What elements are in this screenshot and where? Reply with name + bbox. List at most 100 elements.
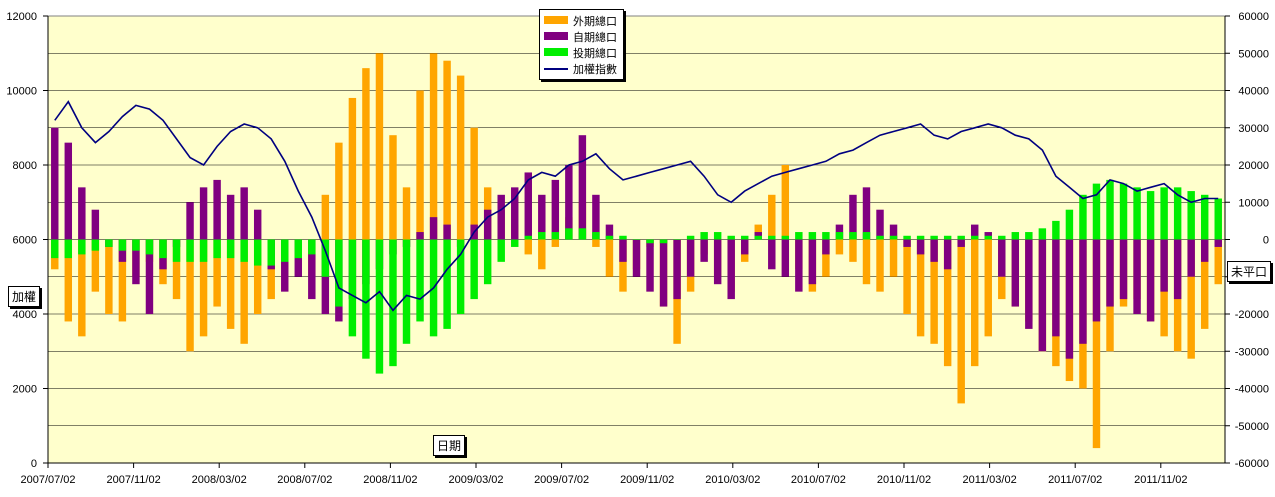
bar-foreign bbox=[226, 239, 235, 329]
bar-trust bbox=[998, 235, 1006, 240]
bar-trust bbox=[768, 235, 776, 240]
y-left-tick-label: 12000 bbox=[6, 11, 37, 23]
bar-foreign bbox=[849, 239, 857, 262]
x-tick-label: 2011/11/02 bbox=[1134, 474, 1187, 486]
x-tick-label: 2007/11/02 bbox=[106, 474, 160, 486]
bar-foreign bbox=[456, 75, 465, 240]
bar-trust bbox=[1146, 191, 1155, 240]
bar-dealer bbox=[308, 239, 316, 300]
x-tick-label: 2010/07/02 bbox=[791, 474, 846, 486]
bar-dealer bbox=[565, 165, 573, 240]
bar-dealer bbox=[889, 224, 898, 240]
bar-dealer bbox=[1052, 239, 1060, 337]
bar-trust bbox=[795, 232, 803, 240]
bar-dealer bbox=[538, 194, 546, 240]
bar-trust bbox=[1160, 187, 1168, 240]
bar-dealer bbox=[632, 239, 641, 277]
x-tick-label: 2011/03/02 bbox=[962, 474, 1016, 486]
bar-trust bbox=[822, 232, 830, 240]
bar-foreign bbox=[822, 239, 830, 277]
y-left-tick-label: 4000 bbox=[13, 309, 37, 321]
bar-dealer bbox=[970, 224, 979, 240]
bar-dealer bbox=[483, 209, 492, 240]
bar-dealer bbox=[226, 194, 235, 240]
y-axis-right-ticks: -60000-50000-40000-30000-20000-100000100… bbox=[1225, 11, 1269, 470]
bar-trust bbox=[713, 232, 722, 240]
legend-swatch-dealer bbox=[544, 32, 568, 40]
y-right-tick-label: -40000 bbox=[1235, 384, 1269, 396]
bar-trust bbox=[565, 228, 573, 240]
bar-foreign bbox=[930, 239, 938, 344]
bar-dealer bbox=[132, 239, 140, 285]
legend-item-index: 加權指數 bbox=[544, 60, 622, 76]
bar-dealer bbox=[145, 239, 154, 314]
bar-trust bbox=[930, 235, 938, 240]
bar-foreign bbox=[957, 239, 965, 404]
bar-trust bbox=[497, 239, 505, 262]
bar-trust bbox=[1119, 183, 1128, 240]
bar-dealer bbox=[713, 239, 722, 285]
bar-foreign bbox=[321, 194, 330, 240]
bar-trust bbox=[321, 239, 330, 277]
bar-dealer bbox=[1214, 239, 1222, 247]
bar-dealer bbox=[876, 209, 884, 240]
bar-trust bbox=[511, 239, 519, 247]
bar-trust bbox=[538, 232, 546, 240]
bar-trust bbox=[159, 239, 167, 259]
bar-foreign bbox=[768, 194, 776, 240]
bar-dealer bbox=[795, 239, 803, 292]
x-tick-label: 2010/11/02 bbox=[877, 474, 931, 486]
bar-foreign bbox=[903, 239, 911, 314]
bar-trust bbox=[876, 235, 884, 240]
x-tick-label: 2011/07/02 bbox=[1048, 474, 1102, 486]
bar-dealer bbox=[1187, 239, 1195, 277]
bar-dealer bbox=[686, 239, 695, 277]
y-right-tick-label: 60000 bbox=[1238, 11, 1269, 23]
bar-dealer bbox=[1146, 239, 1155, 322]
bar-foreign bbox=[78, 239, 86, 337]
bar-dealer bbox=[199, 187, 208, 240]
bar-dealer bbox=[592, 194, 600, 240]
x-tick-label: 2008/07/02 bbox=[277, 474, 332, 486]
bar-dealer bbox=[64, 142, 73, 240]
bar-dealer bbox=[1011, 239, 1020, 307]
legend-swatch-index bbox=[544, 68, 568, 70]
bar-trust bbox=[754, 235, 762, 240]
bar-foreign bbox=[348, 97, 357, 240]
legend-item-foreign: 外期總口 bbox=[544, 12, 622, 28]
y-right-tick-label: 40000 bbox=[1238, 86, 1269, 98]
x-tick-label: 2010/03/02 bbox=[705, 474, 760, 486]
bar-foreign bbox=[943, 239, 952, 367]
bar-foreign bbox=[970, 239, 979, 367]
bar-dealer bbox=[497, 194, 505, 240]
bar-trust bbox=[889, 235, 898, 240]
bar-foreign bbox=[592, 239, 600, 247]
bar-dealer bbox=[943, 239, 952, 270]
legend: 外期總口 自期總口 投期總口 加權指數 bbox=[539, 9, 624, 80]
bar-dealer bbox=[1133, 239, 1141, 314]
bar-trust bbox=[335, 239, 343, 307]
bar-trust bbox=[470, 239, 478, 300]
index-line bbox=[54, 100, 1219, 312]
bar-dealer bbox=[808, 239, 817, 285]
bar-foreign bbox=[619, 239, 627, 292]
x-axis-label: 日期 bbox=[433, 435, 466, 456]
bar-trust bbox=[551, 232, 560, 240]
y-left-tick-label: 2000 bbox=[13, 384, 37, 396]
bar-trust bbox=[916, 235, 925, 240]
bar-dealer bbox=[768, 239, 776, 270]
x-tick-label: 2009/03/02 bbox=[448, 474, 503, 486]
bar-trust bbox=[578, 228, 587, 240]
bar-trust bbox=[1038, 228, 1047, 240]
bar-trust bbox=[1173, 187, 1182, 240]
bar-dealer bbox=[659, 239, 668, 307]
bar-foreign bbox=[118, 239, 127, 322]
bar-dealer bbox=[619, 239, 627, 262]
bar-dealer bbox=[429, 217, 438, 240]
bar-foreign bbox=[429, 53, 438, 240]
y-left-tick-label: 10000 bbox=[6, 86, 37, 98]
bar-dealer bbox=[253, 209, 262, 240]
y-right-tick-label: -60000 bbox=[1235, 458, 1269, 470]
x-tick-label: 2008/11/02 bbox=[363, 474, 417, 486]
bar-trust bbox=[1052, 220, 1060, 240]
